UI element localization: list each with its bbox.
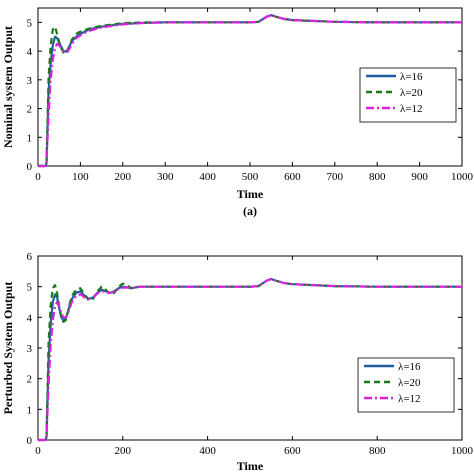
- y-axis-label: Nominal system Output: [1, 26, 15, 148]
- x-tick-label: 0: [35, 445, 41, 457]
- legend-entry: λ=16: [400, 71, 423, 83]
- x-tick-label: 600: [284, 445, 301, 457]
- x-tick-label: 500: [242, 171, 259, 183]
- y-tick-label: 2: [27, 374, 33, 386]
- x-axis-label: Time: [237, 187, 264, 201]
- chart-panel-1: 0 100 200 300 400 500 600 700 800 900 1000 0 1 2 3 4 5 Ti…: [1, 7, 474, 218]
- y-tick-label: 3: [27, 75, 33, 87]
- legend-entry: λ=12: [398, 393, 421, 405]
- x-tick-label: 200: [115, 445, 132, 457]
- x-tick-label: 200: [115, 171, 132, 183]
- x-tick-label: 1000: [451, 171, 474, 183]
- chart-panel-2: 0 200 400 600 800 1000 0 1 2 3 4 5 6 Time Perturbed Sy…: [1, 251, 474, 473]
- y-tick-label: 1: [27, 404, 33, 416]
- x-tick-label: 0: [35, 171, 41, 183]
- x-tick-label: 400: [199, 445, 216, 457]
- y-tick-label: 0: [27, 161, 33, 173]
- y-tick-label: 2: [27, 104, 33, 116]
- x-tick-label: 600: [284, 171, 301, 183]
- x-tick-label: 700: [327, 171, 344, 183]
- series-line-3: [38, 277, 462, 442]
- panel-caption: (a): [243, 204, 257, 218]
- series-line-3: [38, 14, 462, 168]
- x-axis-label: Time: [237, 459, 264, 473]
- x-tick-label: 800: [369, 445, 386, 457]
- x-tick-label: 400: [199, 171, 216, 183]
- y-tick-label: 1: [27, 132, 33, 144]
- y-tick-label: 5: [27, 282, 33, 294]
- legend: λ=16 λ=20 λ=12: [357, 357, 455, 413]
- x-tick-label: 900: [411, 171, 428, 183]
- y-tick-label: 5: [27, 17, 33, 29]
- y-tick-label: 4: [27, 46, 33, 58]
- legend-entry: λ=16: [398, 361, 421, 373]
- legend-entry: λ=12: [400, 103, 423, 115]
- x-tick-label: 800: [369, 171, 386, 183]
- x-tick-label: 300: [157, 171, 174, 183]
- y-tick-label: 4: [27, 312, 33, 324]
- x-tick-label: 1000: [451, 445, 474, 457]
- y-tick-label: 3: [27, 343, 33, 355]
- x-tick-label: 100: [72, 171, 89, 183]
- y-axis-label: Perturbed System Output: [1, 282, 15, 415]
- legend-entry: λ=20: [400, 87, 423, 99]
- y-tick-label: 0: [27, 435, 33, 447]
- legend: λ=16 λ=20 λ=12: [359, 67, 457, 123]
- legend-entry: λ=20: [398, 377, 421, 389]
- y-tick-label: 6: [27, 251, 33, 263]
